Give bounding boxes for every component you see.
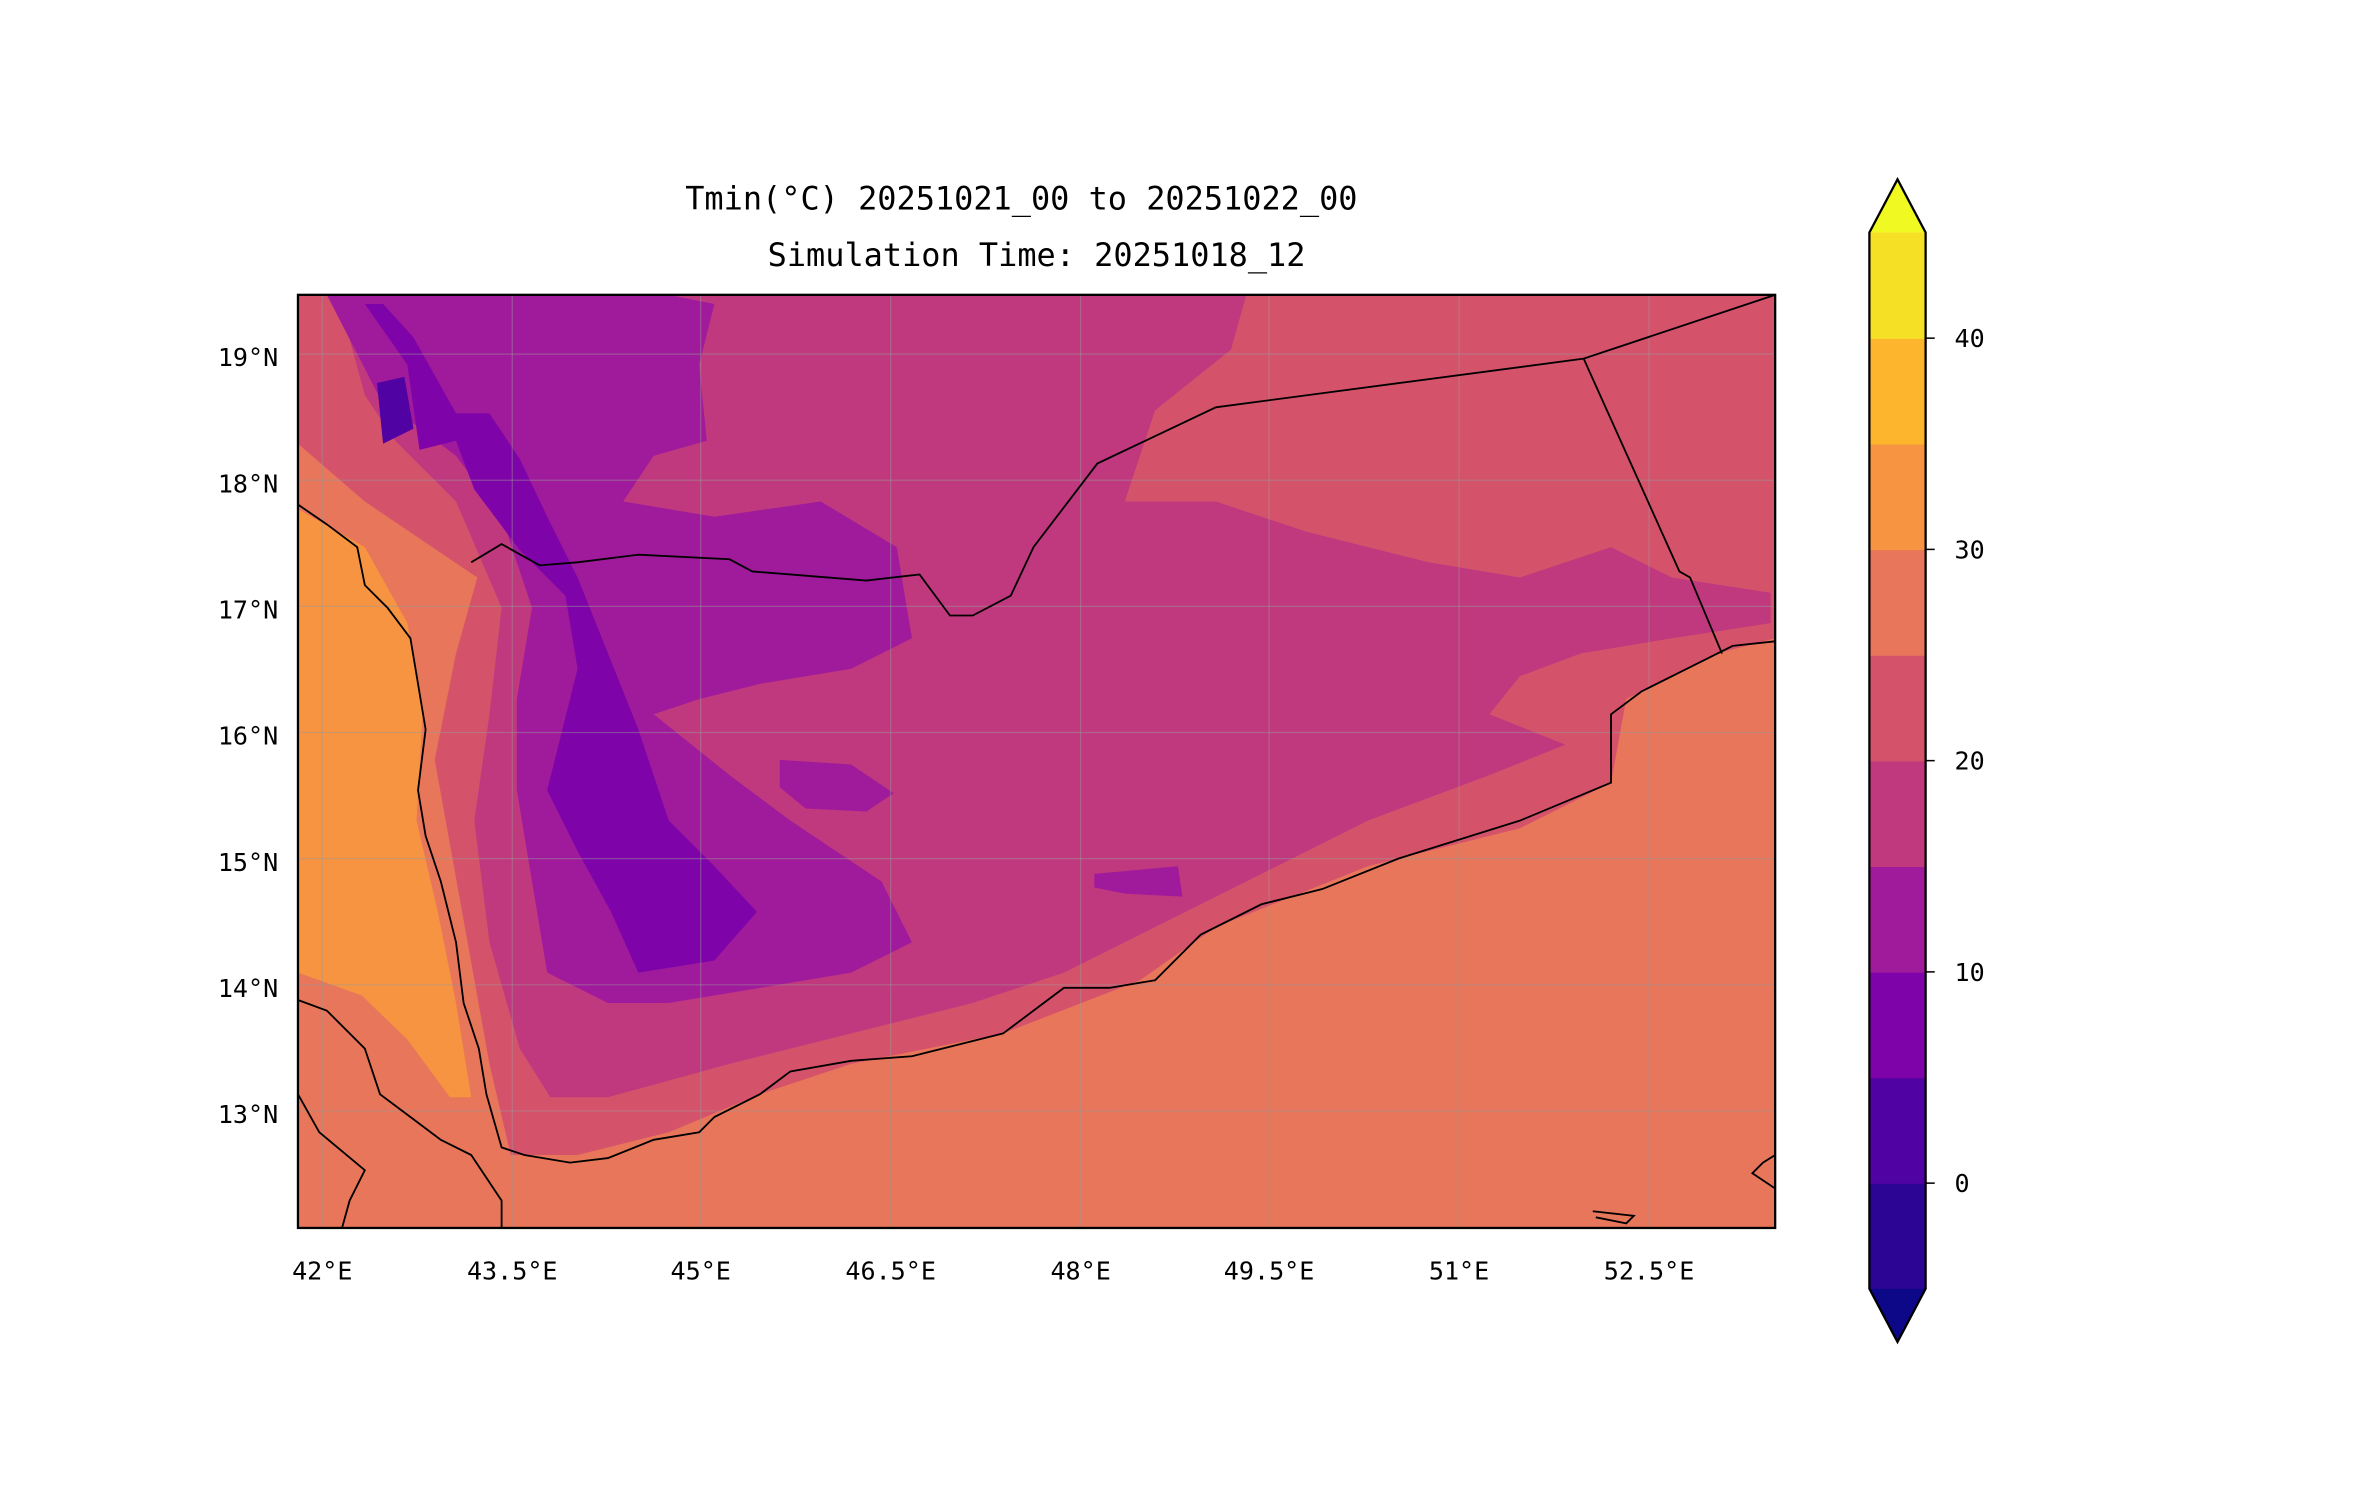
colorbar-band — [1869, 338, 1926, 445]
x-tick-label: 42°E — [292, 1257, 352, 1286]
contour-band-10-15-patch — [779, 759, 894, 812]
y-tick-label: 19°N — [218, 343, 278, 372]
colorbar-band — [1869, 655, 1926, 762]
x-tick-label: 48°E — [1050, 1257, 1110, 1286]
contour-band-5-10 — [364, 303, 757, 973]
africa-coastline — [297, 999, 503, 1228]
x-tick-label: 45°E — [671, 1257, 731, 1286]
horn-coastline — [1750, 1154, 1776, 1190]
colorbar-outline — [1868, 176, 1927, 1345]
x-tick-label: 43.5°E — [467, 1257, 558, 1286]
gridlines — [297, 294, 1776, 1228]
y-tick-label: 15°N — [218, 848, 278, 877]
y-tick-label: 17°N — [218, 596, 278, 625]
colorbar-tick-label: 40 — [1954, 324, 1984, 353]
y-tick-label: 16°N — [218, 722, 278, 751]
colorbar-band — [1869, 1183, 1926, 1290]
colorbar-extend-high — [1869, 179, 1926, 233]
x-tick-label: 49.5°E — [1224, 1257, 1315, 1286]
contour-band-30-35-red-sea — [297, 509, 472, 1098]
map-area — [297, 294, 1776, 1228]
x-tick-label: 46.5°E — [845, 1257, 936, 1286]
colorbar-band — [1869, 232, 1926, 339]
x-tick-label: 51°E — [1429, 1257, 1489, 1286]
y-tick-label: 14°N — [218, 974, 278, 1003]
y-tick-label: 13°N — [218, 1100, 278, 1129]
colorbar-band — [1869, 1077, 1926, 1184]
colorbar-tick-label: 30 — [1954, 536, 1984, 565]
chart-subtitle: Simulation Time: 20251018_12 — [768, 236, 1306, 274]
contour-band-0-5 — [376, 376, 414, 444]
colorbar-band — [1869, 971, 1926, 1079]
arabia-coastline — [297, 503, 1776, 1164]
socotra-coastline — [1592, 1210, 1636, 1225]
map-frame — [296, 293, 1777, 1230]
africa-border — [297, 1093, 366, 1228]
chart-title: Tmin(°C) 20251021_00 to 20251022_00 — [685, 180, 1357, 218]
colorbar-tick-label: 10 — [1954, 958, 1984, 987]
colorbar-band — [1869, 866, 1926, 973]
y-tick-labels: 13°N 14°N 15°N 16°N 17°N 18°N 19°N — [218, 343, 278, 1129]
colorbar-band — [1869, 443, 1926, 551]
colorbar-tick-label: 20 — [1954, 747, 1984, 776]
oman-yemen-border — [1582, 358, 1723, 654]
colorbar-extend-low — [1869, 1288, 1926, 1342]
x-tick-labels: 42°E 43.5°E 45°E 46.5°E 48°E 49.5°E 51°E… — [292, 1257, 1694, 1286]
colorbar-band — [1869, 549, 1926, 656]
colorbar-tick-label: 0 — [1954, 1169, 1969, 1198]
colorbar: 0 10 20 30 40 — [1868, 176, 1985, 1345]
x-tick-label: 52.5°E — [1604, 1257, 1695, 1286]
colorbar-band — [1869, 760, 1926, 868]
contour-band-10-15-patch — [1094, 866, 1183, 897]
y-tick-label: 18°N — [218, 469, 278, 498]
saudi-yemen-border — [470, 294, 1776, 617]
